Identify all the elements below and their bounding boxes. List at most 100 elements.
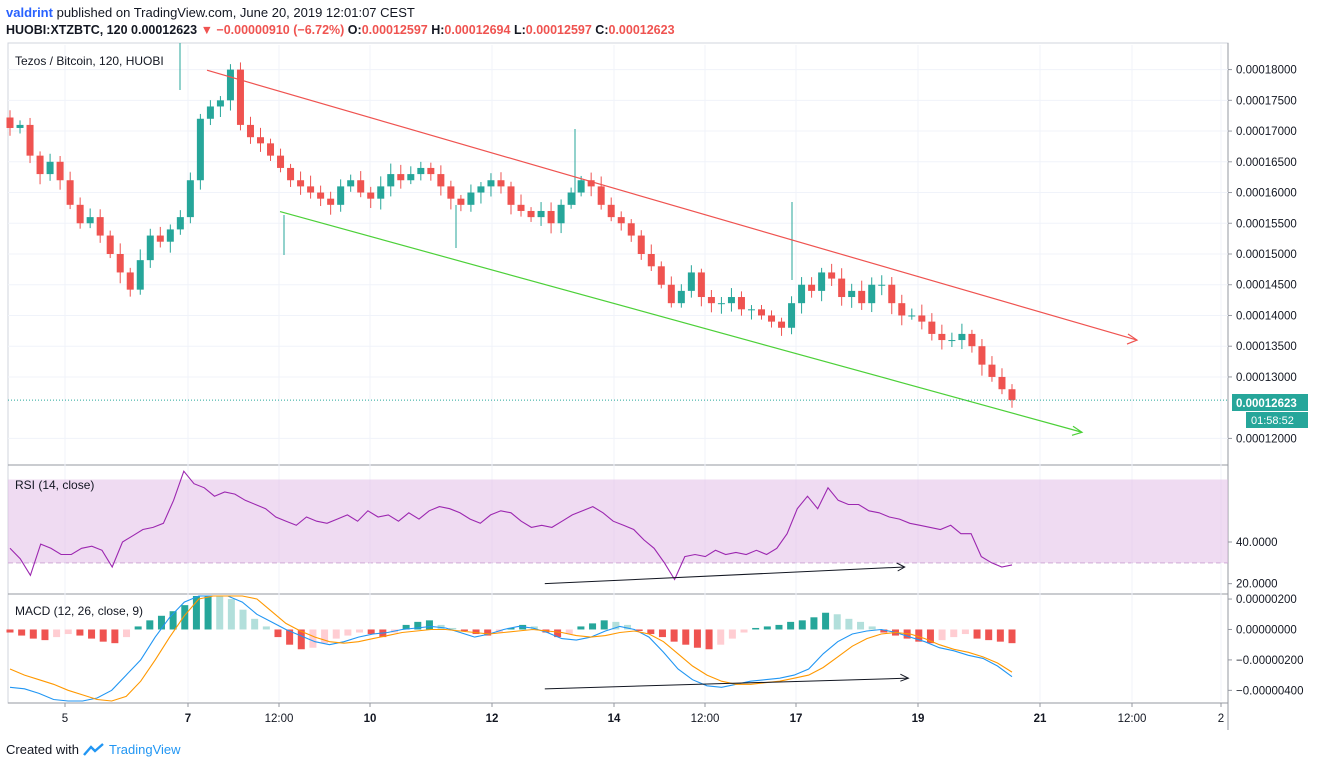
price-axis-label: 0.00018000 xyxy=(1236,65,1297,77)
macd-histogram-bar xyxy=(577,626,585,630)
candle-body xyxy=(707,297,715,304)
price-axis-label: 0.00012000 xyxy=(1236,433,1297,445)
candle-body xyxy=(848,290,856,298)
macd-histogram-bar xyxy=(6,629,14,633)
candle-body xyxy=(587,180,595,187)
candle-body xyxy=(697,272,705,298)
candle-body xyxy=(868,284,876,304)
rsi-divergence-arrow[interactable] xyxy=(544,566,905,585)
candle-body xyxy=(267,143,275,156)
candle-body xyxy=(236,69,244,125)
candle-body xyxy=(477,186,485,193)
macd-histogram-bar xyxy=(309,629,317,648)
macd-histogram-bar xyxy=(635,629,643,631)
macd-histogram-bar xyxy=(705,629,713,650)
candle-body xyxy=(186,180,194,218)
macd-histogram-bar xyxy=(554,629,562,638)
macd-histogram-bar xyxy=(647,629,655,635)
candle-body xyxy=(948,340,956,342)
candle-body xyxy=(76,204,84,224)
macd-histogram-bar xyxy=(216,596,224,630)
time-axis[interactable]: 5 7 12:00 10 12 14 12:00 17 19 21 12:00 2 xyxy=(62,703,1224,725)
macd-histogram-bar xyxy=(624,624,632,630)
rsi-axis[interactable]: 40.0000 20.0000 xyxy=(1228,537,1278,591)
time-axis-label: 12:00 xyxy=(691,713,720,725)
price-axis-label: 0.00014000 xyxy=(1236,310,1297,322)
candle-body xyxy=(136,260,144,290)
macd-histogram-bar xyxy=(857,621,865,630)
candle-body xyxy=(387,174,395,187)
candle-body xyxy=(357,180,365,193)
macd-histogram-bar xyxy=(1008,629,1016,644)
macd-histogram-bar xyxy=(99,629,107,642)
macd-histogram-bar xyxy=(123,629,131,638)
candle-body xyxy=(798,284,806,304)
macd-histogram-bar xyxy=(286,629,294,645)
price-axis-label: 0.00015500 xyxy=(1236,218,1297,230)
rsi-axis-label: 40.0000 xyxy=(1236,537,1278,549)
time-axis-label: 2 xyxy=(1218,713,1224,725)
macd-histogram-bar xyxy=(775,624,783,630)
price-axis[interactable]: 0.00018000 0.00017500 0.00017000 0.00016500… xyxy=(1228,65,1297,446)
candle-body xyxy=(437,174,445,187)
rsi-axis-label: 20.0000 xyxy=(1236,579,1278,591)
macd-axis[interactable]: 0.00000200 0.00000000 −0.00000200 −0.000004… xyxy=(1228,594,1303,697)
candle-body xyxy=(146,235,154,261)
candle-body xyxy=(36,155,44,175)
candle-body xyxy=(417,167,425,175)
macd-histogram-bar xyxy=(251,618,259,630)
candle-body xyxy=(347,180,355,187)
macd-histogram-bar xyxy=(938,629,946,641)
candle-body xyxy=(938,333,946,341)
macd-histogram-bar xyxy=(29,629,37,639)
signal-line xyxy=(9,595,1013,702)
macd-histogram-bar xyxy=(752,627,760,630)
close-label: C: xyxy=(595,23,609,37)
candle-body xyxy=(196,118,204,181)
candle-body xyxy=(517,204,525,211)
candle-body xyxy=(577,180,585,193)
macd-histogram-bar xyxy=(227,599,235,630)
low-value: 0.00012597 xyxy=(525,23,592,37)
upper-trendline[interactable] xyxy=(206,69,1138,341)
candle-body xyxy=(96,217,104,236)
candle-body xyxy=(206,106,214,119)
candle-body xyxy=(327,198,335,205)
candle-body xyxy=(6,117,14,128)
tradingview-brand[interactable]: TradingView xyxy=(108,742,181,757)
candle-body xyxy=(627,223,635,236)
author-link[interactable]: valdrint xyxy=(6,5,53,20)
tradingview-logo-icon xyxy=(83,743,104,756)
candle-body xyxy=(427,167,435,175)
macd-pane-title: MACD (12, 26, close, 9) xyxy=(15,604,143,618)
price-change: −0.00000910 (−6.72%) xyxy=(216,23,345,37)
candle-body xyxy=(26,124,34,156)
macd-histogram-bar xyxy=(973,629,981,639)
candle-body xyxy=(858,290,866,304)
candle-body xyxy=(166,229,174,242)
macd-divergence-arrow[interactable] xyxy=(544,677,909,690)
time-axis-label: 21 xyxy=(1034,713,1047,725)
candle-body xyxy=(297,180,305,187)
macd-axis-label: −0.00000400 xyxy=(1236,685,1303,697)
macd-histogram-bar xyxy=(321,629,329,644)
candle-body xyxy=(257,137,264,144)
chart-frame xyxy=(7,42,1229,704)
macd-histogram-bar xyxy=(204,596,212,630)
candle-body xyxy=(607,204,615,218)
macd-histogram-bar xyxy=(507,627,515,630)
candle-body xyxy=(828,272,836,279)
candle-body xyxy=(447,186,455,199)
candle-body xyxy=(397,174,405,181)
candle-body xyxy=(557,204,565,224)
candle-body xyxy=(778,321,786,328)
candle-body xyxy=(317,192,325,199)
candle-body xyxy=(216,100,224,107)
candle-body xyxy=(507,186,515,205)
symbol-legend: HUOBI:XTZBTC, 120 0.00012623 ▼ −0.000009… xyxy=(6,22,675,38)
close-value: 0.00012623 xyxy=(608,23,675,37)
candle-body xyxy=(226,69,234,101)
macd-histogram-bar xyxy=(134,626,142,630)
lower-trendline[interactable] xyxy=(279,211,1083,433)
